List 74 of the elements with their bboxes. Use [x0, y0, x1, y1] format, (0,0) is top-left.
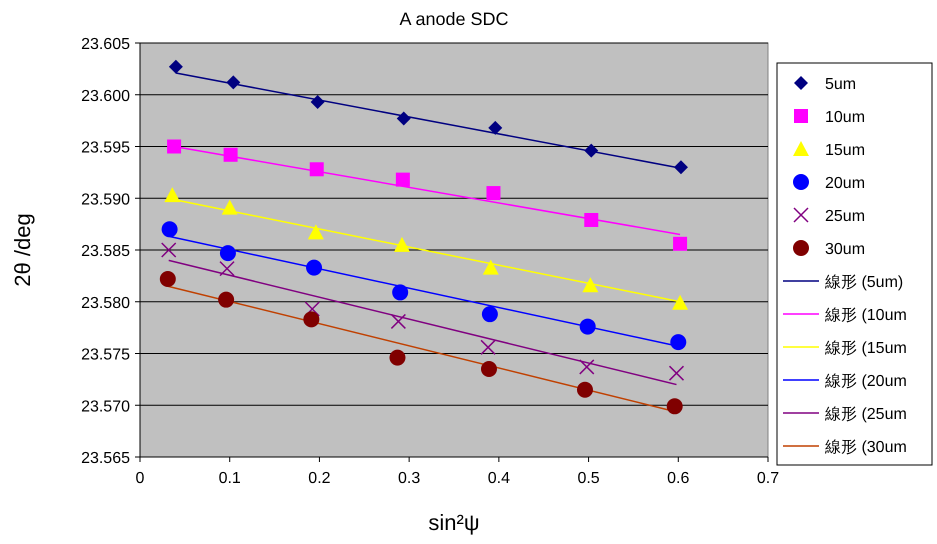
- point: [167, 140, 182, 154]
- point: [673, 236, 688, 251]
- legend-label: 線形 (25um: [824, 406, 907, 423]
- legend-label: 5um: [825, 76, 856, 93]
- point: [480, 361, 497, 378]
- point: [674, 160, 688, 174]
- point: [220, 245, 236, 262]
- legend-label: 線形 (15um: [824, 340, 907, 357]
- point: [670, 334, 686, 350]
- x-tick-label: 0.7: [756, 470, 780, 487]
- point: [160, 242, 176, 258]
- point: [389, 350, 406, 366]
- x-axis-title: sin²ψ: [428, 510, 480, 535]
- legend-label: 線形 (30um: [824, 439, 907, 456]
- point: [486, 186, 500, 200]
- y-tick-label: 23.585: [81, 243, 130, 260]
- point: [584, 212, 598, 227]
- point: [308, 224, 324, 240]
- chart-title: A anode SDC: [399, 9, 509, 29]
- point: [226, 75, 240, 90]
- y-tick-label: 23.595: [81, 140, 130, 156]
- y-tick-label: 23.605: [81, 36, 130, 53]
- x-tick-label: 0.2: [308, 470, 331, 487]
- point: [162, 221, 178, 238]
- y-tick-label: 23.565: [81, 450, 130, 467]
- point: [576, 382, 593, 398]
- x-tick-label: 0.3: [398, 470, 420, 487]
- point: [310, 162, 324, 176]
- point: [222, 200, 238, 215]
- point: [304, 301, 320, 317]
- legend-label: 25um: [825, 208, 866, 225]
- x-tick-label: 0.6: [667, 470, 690, 487]
- point: [480, 340, 496, 356]
- y-axis-title: 2θ /deg: [10, 213, 35, 287]
- point: [168, 60, 183, 74]
- legend-label: 線形 (10um: [824, 307, 907, 324]
- point: [482, 306, 498, 322]
- legend-label: 15um: [825, 142, 866, 159]
- legend-label: 線形 (20um: [824, 373, 907, 390]
- x-tick-label: 0.4: [488, 470, 510, 487]
- y-tick-label: 23.570: [81, 398, 130, 416]
- point: [306, 260, 322, 276]
- legend-label: 20um: [825, 175, 866, 192]
- x-tick-label: 0.1: [218, 470, 241, 487]
- point: [160, 270, 176, 287]
- y-tick-label: 23.590: [81, 191, 130, 208]
- point: [488, 120, 502, 135]
- point: [580, 318, 596, 335]
- point: [310, 94, 325, 109]
- point: [396, 172, 410, 187]
- y-tick-label: 23.600: [81, 88, 130, 105]
- point: [394, 236, 410, 252]
- point: [392, 284, 408, 300]
- point: [219, 260, 235, 276]
- legend-label: 30um: [825, 241, 866, 258]
- point: [303, 311, 320, 328]
- point: [579, 359, 595, 375]
- point: [582, 277, 598, 292]
- point: [390, 314, 406, 330]
- y-tick-label: 23.575: [81, 346, 130, 364]
- point: [668, 365, 684, 381]
- point: [584, 144, 598, 158]
- point: [218, 292, 234, 308]
- point: [396, 112, 411, 126]
- x-tick-label: 0: [136, 470, 145, 487]
- legend-label: 線形 (5um): [824, 274, 904, 291]
- point: [224, 148, 238, 162]
- x-tick-label: 0.5: [577, 470, 600, 487]
- point: [164, 187, 180, 202]
- y-tick-label: 23.580: [81, 294, 130, 312]
- point: [666, 398, 683, 414]
- point: [482, 260, 499, 275]
- legend-label: 10um: [825, 109, 866, 126]
- point: [672, 294, 688, 310]
